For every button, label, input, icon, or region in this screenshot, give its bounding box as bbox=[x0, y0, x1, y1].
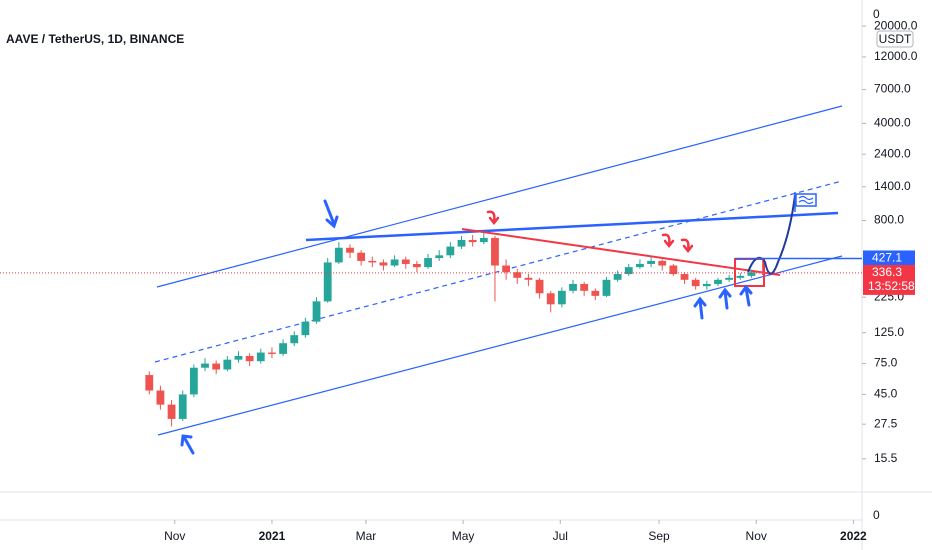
y-tick-label: 2400.0 bbox=[874, 146, 911, 160]
candle-body bbox=[323, 262, 332, 302]
y-tick-label: 12000.0 bbox=[874, 49, 918, 63]
candle-body bbox=[368, 260, 377, 263]
x-tick-label: Jul bbox=[553, 529, 568, 543]
candles bbox=[145, 233, 767, 427]
resistance-line bbox=[305, 211, 839, 242]
candle-body bbox=[647, 260, 655, 264]
candle-body bbox=[435, 255, 444, 259]
channel-lower bbox=[157, 255, 843, 436]
candle-body bbox=[234, 355, 243, 360]
candle-body bbox=[569, 283, 577, 291]
y-tick-label: 800.0 bbox=[874, 213, 904, 227]
candle-body bbox=[546, 293, 555, 305]
candle-body bbox=[245, 355, 254, 362]
candle-body bbox=[412, 263, 421, 268]
red-arrows bbox=[486, 210, 694, 254]
x-tick-label: Mar bbox=[356, 529, 377, 543]
candle-body bbox=[636, 263, 644, 268]
candle-body bbox=[602, 279, 611, 296]
candle-body bbox=[591, 290, 600, 296]
candle-body bbox=[268, 352, 276, 354]
x-tick-label: 2021 bbox=[259, 529, 286, 543]
descending-trendline bbox=[461, 228, 781, 276]
y-tick-label: 27.5 bbox=[874, 416, 898, 430]
candle-body bbox=[212, 363, 221, 370]
candle-body bbox=[301, 321, 310, 336]
candle-body bbox=[457, 239, 466, 247]
candle-body bbox=[178, 394, 187, 419]
candle-body bbox=[390, 259, 399, 266]
y-tick-label: 7000.0 bbox=[874, 82, 911, 96]
candle-body bbox=[424, 258, 432, 268]
candle-body bbox=[468, 239, 477, 243]
countdown-label: 13:52:58 bbox=[868, 279, 915, 293]
y-tick-label: 75.0 bbox=[874, 356, 898, 370]
candle-body bbox=[669, 265, 678, 275]
candle-body bbox=[312, 301, 321, 322]
candle-body bbox=[535, 279, 544, 294]
currency-label[interactable]: USDT bbox=[879, 32, 912, 46]
y-tick-label: 125.0 bbox=[874, 325, 904, 339]
flag bbox=[794, 192, 817, 212]
candle-body bbox=[167, 404, 176, 419]
x-tick-label: Nov bbox=[746, 529, 767, 543]
y-tick-label: 45.0 bbox=[874, 387, 898, 401]
candle-body bbox=[557, 290, 566, 305]
candle-body bbox=[256, 352, 265, 362]
candle-body bbox=[401, 259, 410, 264]
x-tick-label: 2022 bbox=[840, 529, 867, 543]
candle-body bbox=[479, 237, 488, 243]
y-tick-label: 15.5 bbox=[874, 451, 898, 465]
channel-upper bbox=[156, 105, 843, 288]
x-tick-label: Nov bbox=[164, 529, 185, 543]
price-tag-label: 427.1 bbox=[872, 251, 902, 265]
y-tick-label: 1400.0 bbox=[874, 179, 911, 193]
candle-body bbox=[680, 274, 689, 280]
candle-body bbox=[624, 267, 633, 275]
candle-body bbox=[346, 247, 354, 253]
candle-body bbox=[491, 237, 499, 266]
blue-arrows bbox=[180, 199, 753, 455]
candle-body bbox=[334, 247, 343, 263]
candle-body bbox=[201, 363, 209, 368]
candle-body bbox=[747, 272, 756, 276]
candle-body bbox=[580, 283, 589, 291]
candle-body bbox=[736, 275, 745, 278]
candle-body bbox=[513, 272, 522, 278]
candle-body bbox=[714, 279, 722, 284]
pane-label: 0 bbox=[873, 508, 880, 522]
candle-body bbox=[145, 375, 154, 391]
channel-mid bbox=[154, 180, 843, 363]
candle-body bbox=[524, 277, 533, 280]
candle-body bbox=[290, 335, 299, 344]
candle-body bbox=[279, 343, 287, 354]
candle-body bbox=[658, 260, 667, 266]
y-tick-label: 4000.0 bbox=[874, 115, 911, 129]
x-tick-label: May bbox=[452, 529, 475, 543]
price-tag-label: 336.3 bbox=[872, 265, 902, 279]
chart-title: AAVE / TetherUS, 1D, BINANCE bbox=[6, 32, 184, 46]
candle-body bbox=[223, 359, 232, 370]
y-tick-label: 20000.0 bbox=[874, 18, 918, 32]
price-tag bbox=[863, 250, 915, 267]
candle-body bbox=[725, 277, 734, 280]
candle-body bbox=[156, 390, 165, 405]
currency-box[interactable] bbox=[876, 30, 914, 48]
pane-label: 0 bbox=[873, 7, 880, 21]
price-tag bbox=[863, 264, 915, 295]
candle-body bbox=[446, 246, 455, 256]
candle-body bbox=[379, 262, 388, 266]
x-tick-label: Sep bbox=[648, 529, 670, 543]
candle-body bbox=[613, 274, 622, 280]
candle-body bbox=[702, 283, 711, 287]
candle-body bbox=[189, 367, 198, 395]
candle-body bbox=[357, 252, 366, 261]
candle-body bbox=[502, 265, 511, 273]
candle-body bbox=[691, 279, 700, 287]
